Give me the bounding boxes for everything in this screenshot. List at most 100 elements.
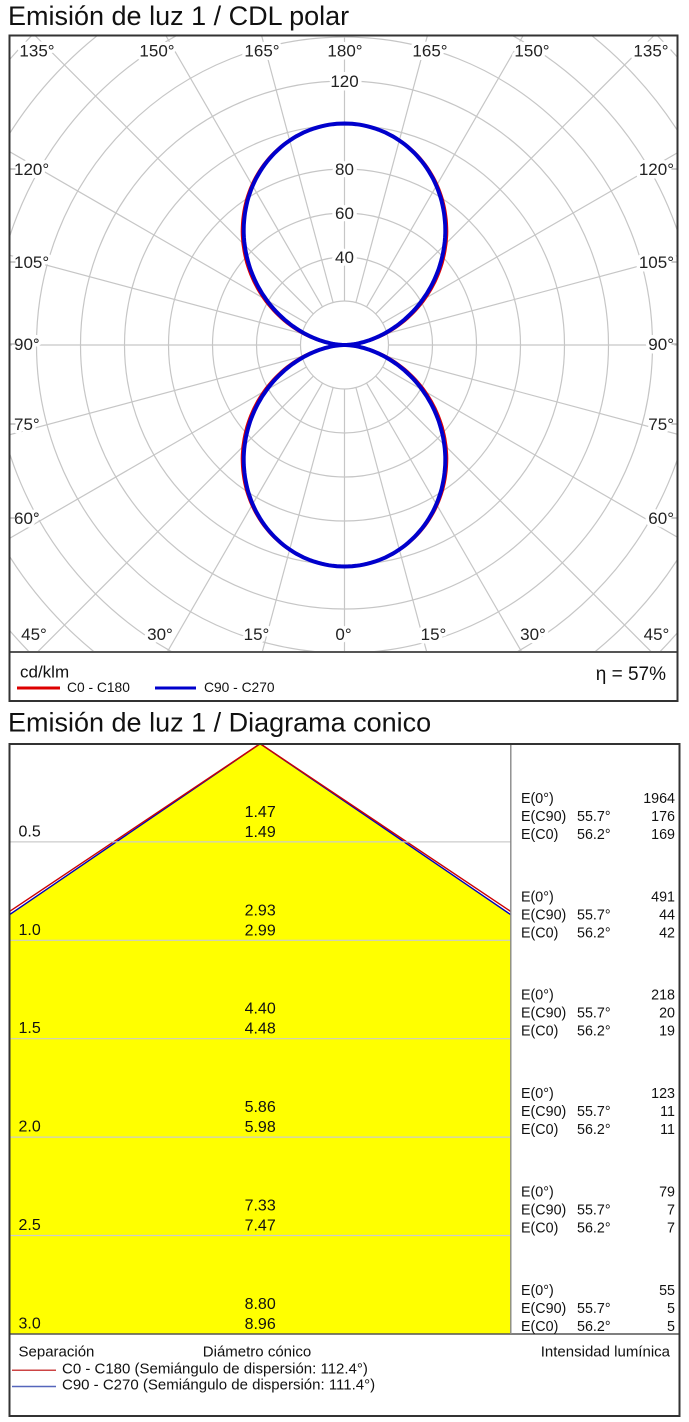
svg-text:cd/klm: cd/klm: [20, 663, 69, 682]
svg-text:8.96: 8.96: [245, 1316, 276, 1333]
svg-text:120: 120: [330, 72, 358, 91]
svg-text:Separación: Separación: [19, 1344, 95, 1361]
svg-text:7.33: 7.33: [245, 1198, 276, 1215]
svg-text:150°: 150°: [139, 42, 174, 61]
svg-text:123: 123: [651, 1086, 675, 1102]
svg-text:2.93: 2.93: [245, 902, 276, 919]
svg-text:E(0°): E(0°): [521, 1086, 554, 1102]
svg-text:55: 55: [659, 1283, 675, 1299]
svg-text:105°: 105°: [639, 253, 674, 272]
svg-text:75°: 75°: [648, 415, 674, 434]
svg-text:55.7°: 55.7°: [577, 1104, 611, 1120]
svg-text:E(0°): E(0°): [521, 791, 554, 807]
svg-text:5: 5: [667, 1301, 675, 1317]
svg-text:2.5: 2.5: [19, 1217, 41, 1234]
svg-text:1.5: 1.5: [19, 1020, 41, 1037]
svg-text:E(C90): E(C90): [521, 1203, 566, 1219]
svg-text:55.7°: 55.7°: [577, 1301, 611, 1317]
svg-text:15°: 15°: [244, 625, 270, 644]
svg-text:E(C0): E(C0): [521, 1122, 558, 1138]
svg-text:218: 218: [651, 988, 675, 1004]
svg-text:5: 5: [667, 1319, 675, 1335]
svg-text:4.48: 4.48: [245, 1021, 276, 1038]
svg-text:E(0°): E(0°): [521, 988, 554, 1004]
svg-text:7: 7: [667, 1203, 675, 1219]
svg-text:75°: 75°: [14, 415, 40, 434]
svg-text:79: 79: [659, 1185, 675, 1201]
svg-text:1.49: 1.49: [245, 824, 276, 841]
svg-text:E(C0): E(C0): [521, 1221, 558, 1237]
svg-text:60°: 60°: [14, 509, 40, 528]
svg-text:30°: 30°: [147, 625, 173, 644]
svg-text:5.98: 5.98: [245, 1119, 276, 1136]
svg-text:0°: 0°: [335, 625, 351, 644]
svg-text:C90 - C270: C90 - C270: [204, 680, 275, 695]
svg-text:105°: 105°: [14, 253, 49, 272]
svg-text:E(C90): E(C90): [521, 809, 566, 825]
svg-text:165°: 165°: [412, 42, 447, 61]
svg-text:56.2°: 56.2°: [577, 827, 611, 843]
svg-text:C0 - C180 (Semiángulo de dispe: C0 - C180 (Semiángulo de dispersión: 112…: [62, 1361, 368, 1378]
svg-text:55.7°: 55.7°: [577, 1006, 611, 1022]
svg-text:E(C90): E(C90): [521, 1301, 566, 1317]
svg-text:η = 57%: η = 57%: [596, 664, 666, 685]
svg-text:11: 11: [660, 1104, 675, 1120]
svg-text:44: 44: [659, 907, 675, 923]
svg-text:135°: 135°: [19, 42, 54, 61]
svg-text:165°: 165°: [244, 42, 279, 61]
svg-text:491: 491: [651, 889, 675, 905]
svg-text:176: 176: [651, 809, 675, 825]
svg-text:E(C90): E(C90): [521, 1006, 566, 1022]
svg-text:Intensidad lumínica: Intensidad lumínica: [541, 1344, 671, 1361]
svg-text:120°: 120°: [14, 160, 49, 179]
svg-text:E(C90): E(C90): [521, 907, 566, 923]
svg-text:0.5: 0.5: [19, 823, 41, 840]
svg-text:4.40: 4.40: [245, 1001, 276, 1018]
svg-text:90°: 90°: [14, 335, 40, 354]
svg-text:120°: 120°: [639, 160, 674, 179]
svg-text:19: 19: [659, 1024, 675, 1040]
svg-text:1.47: 1.47: [245, 804, 276, 821]
svg-text:C90 - C270 (Semiángulo de disp: C90 - C270 (Semiángulo de dispersión: 11…: [62, 1377, 375, 1394]
svg-text:5.86: 5.86: [245, 1099, 276, 1116]
svg-text:20: 20: [659, 1006, 675, 1022]
svg-text:7: 7: [667, 1221, 675, 1237]
svg-text:169: 169: [651, 827, 675, 843]
svg-text:30°: 30°: [520, 625, 546, 644]
svg-text:E(C0): E(C0): [521, 1024, 558, 1040]
svg-text:55.7°: 55.7°: [577, 1203, 611, 1219]
svg-text:3.0: 3.0: [19, 1316, 41, 1333]
svg-text:55.7°: 55.7°: [577, 809, 611, 825]
svg-text:56.2°: 56.2°: [577, 1319, 611, 1335]
svg-text:1964: 1964: [643, 791, 675, 807]
svg-text:15°: 15°: [421, 625, 447, 644]
svg-text:60°: 60°: [648, 509, 674, 528]
svg-text:56.2°: 56.2°: [577, 925, 611, 941]
svg-text:E(0°): E(0°): [521, 1283, 554, 1299]
svg-text:40: 40: [335, 248, 354, 267]
svg-text:42: 42: [659, 925, 675, 941]
svg-text:56.2°: 56.2°: [577, 1122, 611, 1138]
svg-text:135°: 135°: [633, 42, 668, 61]
svg-text:45°: 45°: [644, 625, 670, 644]
svg-text:1.0: 1.0: [19, 922, 41, 939]
svg-text:Emisión de luz 1 / CDL polar: Emisión de luz 1 / CDL polar: [8, 1, 349, 31]
svg-text:7.47: 7.47: [245, 1218, 276, 1235]
svg-text:E(C90): E(C90): [521, 1104, 566, 1120]
svg-text:45°: 45°: [21, 625, 47, 644]
svg-text:C0 - C180: C0 - C180: [67, 680, 130, 695]
svg-text:8.80: 8.80: [245, 1296, 276, 1313]
svg-text:2.99: 2.99: [245, 922, 276, 939]
svg-text:180°: 180°: [327, 42, 362, 61]
svg-text:60: 60: [335, 204, 354, 223]
svg-text:90°: 90°: [648, 335, 674, 354]
svg-text:E(0°): E(0°): [521, 889, 554, 905]
svg-text:56.2°: 56.2°: [577, 1221, 611, 1237]
svg-text:Diámetro cónico: Diámetro cónico: [203, 1344, 311, 1361]
svg-text:55.7°: 55.7°: [577, 907, 611, 923]
svg-text:E(0°): E(0°): [521, 1185, 554, 1201]
svg-text:Emisión de luz 1 / Diagrama co: Emisión de luz 1 / Diagrama conico: [8, 708, 431, 738]
svg-text:2.0: 2.0: [19, 1119, 41, 1136]
svg-text:56.2°: 56.2°: [577, 1024, 611, 1040]
svg-text:80: 80: [335, 160, 354, 179]
